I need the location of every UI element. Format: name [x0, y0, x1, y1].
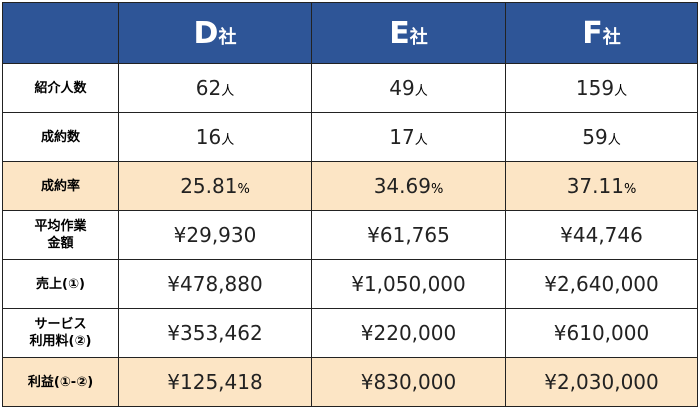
table-row: 売上(①) ¥478,880 ¥1,050,000 ¥2,640,000 — [2, 259, 698, 309]
company-suffix: 社 — [602, 26, 621, 48]
cell-value: ¥29,930 — [173, 223, 257, 247]
value-cell: 62人 — [118, 63, 312, 113]
cell-value: 34.69 — [373, 174, 431, 198]
row-label: 利用料(②) — [29, 334, 92, 349]
company-letter: D — [193, 15, 219, 51]
cell-value: 62 — [195, 76, 222, 100]
cell-value: ¥830,000 — [360, 370, 457, 394]
row-label-cell: 利益(①-②) — [2, 357, 119, 407]
value-cell: 59人 — [505, 112, 698, 162]
value-cell: ¥2,030,000 — [505, 357, 698, 407]
table-row: 成約率 25.81% 34.69% 37.11% — [2, 161, 698, 211]
table-row: サービス利用料(②) ¥353,462 ¥220,000 ¥610,000 — [2, 308, 698, 358]
value-cell: ¥610,000 — [505, 308, 698, 358]
cell-value: ¥2,030,000 — [544, 370, 659, 394]
value-cell: 37.11% — [505, 161, 698, 211]
company-header: D社 — [118, 2, 312, 64]
table-row: 平均作業金額 ¥29,930 ¥61,765 ¥44,746 — [2, 210, 698, 260]
value-cell: ¥2,640,000 — [505, 259, 698, 309]
row-label: 紹介人数 — [34, 80, 87, 96]
company-letter: E — [389, 15, 410, 51]
cell-unit: 人 — [414, 133, 428, 148]
company-header: F社 — [505, 2, 698, 64]
cell-value: 159 — [575, 76, 615, 100]
header-row: D社 E社 F社 — [2, 2, 698, 64]
value-cell: ¥125,418 — [118, 357, 312, 407]
cell-value: ¥2,640,000 — [544, 272, 659, 296]
row-label-cell: 成約数 — [2, 112, 119, 162]
row-label-cell: 平均作業 金額 — [2, 210, 119, 260]
company-letter: F — [582, 15, 603, 51]
row-label: 成約率 — [40, 178, 80, 194]
cell-value: ¥44,746 — [560, 223, 643, 247]
cell-value: 59 — [582, 125, 608, 149]
row-label: 利益(①-②) — [27, 374, 94, 390]
value-cell: ¥29,930 — [118, 210, 312, 260]
cell-value: 49 — [389, 76, 415, 100]
value-cell: 16人 — [118, 112, 312, 162]
comparison-table: D社 E社 F社 紹介人数 62人 49人 159人 成約数 16人 17人 59人 成約率 25.8… — [2, 2, 698, 407]
row-label: サービス — [34, 317, 87, 332]
cell-value: 37.11 — [566, 174, 624, 198]
cell-value: ¥478,880 — [167, 272, 263, 296]
cell-unit: % — [237, 182, 250, 197]
cell-value: ¥353,462 — [167, 321, 263, 345]
value-cell: ¥1,050,000 — [311, 259, 506, 309]
table-row: 利益(①-②) ¥125,418 ¥830,000 ¥2,030,000 — [2, 357, 698, 407]
value-cell: 159人 — [505, 63, 698, 113]
row-label: 平均作業 — [34, 219, 87, 234]
value-cell: 34.69% — [311, 161, 506, 211]
table-row: 成約数 16人 17人 59人 — [2, 112, 698, 162]
row-label-cell: 成約率 — [2, 161, 119, 211]
company-header: E社 — [311, 2, 506, 64]
cell-unit: % — [623, 182, 637, 197]
value-cell: ¥478,880 — [118, 259, 312, 309]
cell-value: ¥61,765 — [367, 223, 450, 247]
company-suffix: 社 — [409, 26, 428, 48]
value-cell: ¥44,746 — [505, 210, 698, 260]
cell-unit: 人 — [414, 84, 428, 99]
row-label: 成約数 — [40, 129, 80, 145]
cell-unit: 人 — [607, 133, 621, 148]
cell-unit: % — [430, 182, 444, 197]
cell-value: ¥220,000 — [360, 321, 457, 345]
value-cell: ¥830,000 — [311, 357, 506, 407]
corner-cell — [2, 2, 119, 64]
company-suffix: 社 — [218, 26, 237, 48]
value-cell: ¥220,000 — [311, 308, 506, 358]
cell-unit: 人 — [221, 133, 235, 148]
row-label: 金額 — [47, 236, 74, 251]
value-cell: 25.81% — [118, 161, 312, 211]
cell-value: 17 — [389, 125, 415, 149]
value-cell: ¥353,462 — [118, 308, 312, 358]
cell-value: 16 — [195, 125, 222, 149]
cell-unit: 人 — [614, 84, 628, 99]
cell-value: ¥610,000 — [553, 321, 650, 345]
cell-value: ¥125,418 — [167, 370, 263, 394]
row-label: 売上(①) — [36, 276, 85, 292]
row-label-cell: 紹介人数 — [2, 63, 119, 113]
cell-value: ¥1,050,000 — [351, 272, 466, 296]
table-row: 紹介人数 62人 49人 159人 — [2, 63, 698, 113]
cell-value: 25.81 — [180, 174, 238, 198]
value-cell: ¥61,765 — [311, 210, 506, 260]
cell-unit: 人 — [221, 84, 235, 99]
value-cell: 17人 — [311, 112, 506, 162]
value-cell: 49人 — [311, 63, 506, 113]
row-label-cell: サービス利用料(②) — [2, 308, 119, 358]
row-label-cell: 売上(①) — [2, 259, 119, 309]
